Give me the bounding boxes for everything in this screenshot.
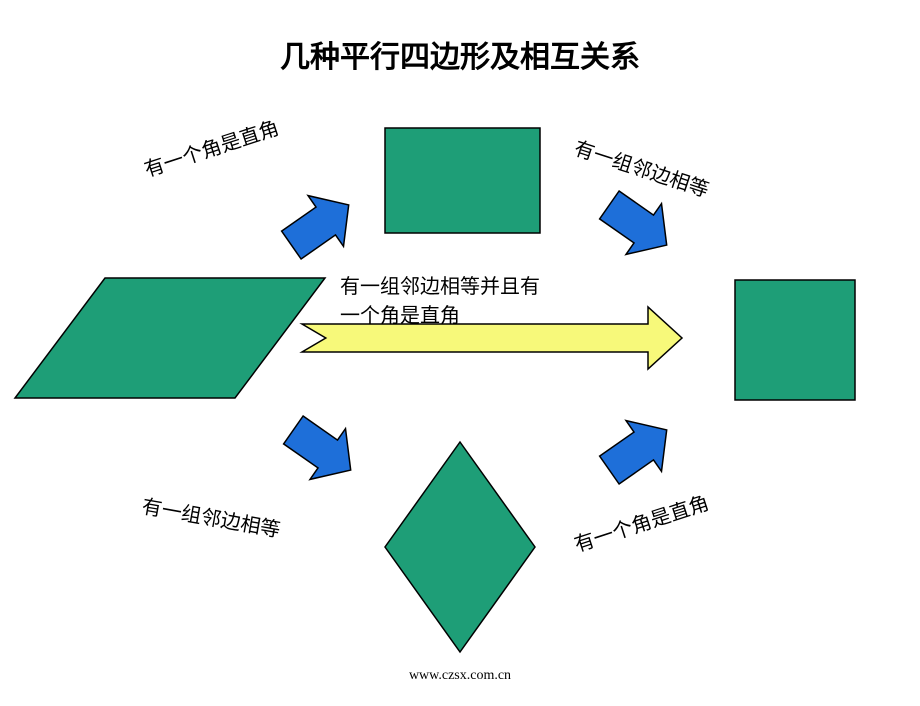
- arrow-bottom-right: [600, 421, 667, 484]
- shape-rectangle: [385, 128, 540, 233]
- shape-rhombus: [385, 442, 535, 652]
- diagram-canvas: 几种平行四边形及相互关系 有一个角是直角 有一组邻边相等 有一组邻边相等并且有 …: [0, 0, 920, 706]
- arrow-bottom-left: [284, 416, 351, 479]
- arrow-top-right: [600, 191, 667, 254]
- footer-url: www.czsx.com.cn: [0, 668, 920, 684]
- shape-parallelogram: [15, 278, 325, 398]
- diagram-svg: [0, 0, 920, 706]
- arrow-top-left: [282, 196, 349, 259]
- shape-square: [735, 280, 855, 400]
- label-center: 有一组邻边相等并且有 一个角是直角: [340, 270, 540, 328]
